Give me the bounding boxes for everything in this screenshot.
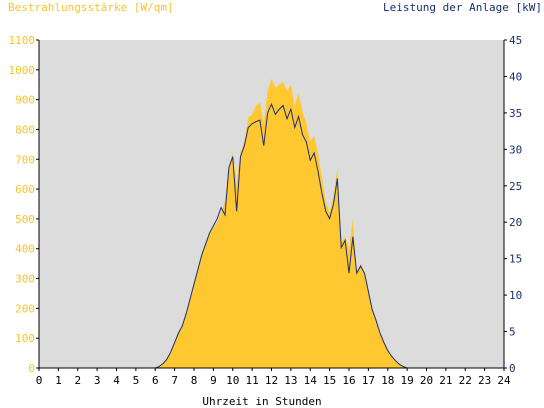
x-tick-label: 7: [171, 374, 178, 387]
power-line: [39, 102, 504, 369]
x-tick-label: 23: [478, 374, 491, 387]
x-tick-label: 8: [191, 374, 198, 387]
x-tick-label: 22: [459, 374, 472, 387]
x-tick-label: 2: [74, 374, 81, 387]
x-axis-label: Uhrzeit in Stunden: [202, 395, 321, 408]
left-tick-label: 700: [15, 153, 35, 166]
right-tick-label: 35: [509, 107, 522, 120]
irradiance-area: [39, 78, 504, 368]
x-tick-label: 17: [362, 374, 375, 387]
left-tick-label: 1000: [9, 64, 36, 77]
left-axis-title: Bestrahlungsstärke [W/qm]: [8, 1, 174, 14]
left-tick-label: 100: [15, 332, 35, 345]
x-tick-label: 6: [152, 374, 159, 387]
x-tick-label: 14: [304, 374, 318, 387]
x-tick-label: 24: [497, 374, 511, 387]
right-tick-label: 10: [509, 289, 522, 302]
left-tick-label: 1100: [9, 34, 36, 47]
right-tick-label: 15: [509, 253, 522, 266]
left-tick-label: 800: [15, 123, 35, 136]
left-tick-label: 400: [15, 243, 35, 256]
x-tick-label: 15: [323, 374, 336, 387]
left-tick-label: 500: [15, 213, 35, 226]
x-tick-label: 10: [226, 374, 239, 387]
right-tick-label: 30: [509, 143, 522, 156]
right-tick-label: 5: [509, 326, 516, 339]
right-tick-label: 25: [509, 180, 522, 193]
x-tick-label: 0: [36, 374, 43, 387]
right-tick-label: 45: [509, 34, 522, 47]
left-tick-label: 0: [28, 362, 35, 375]
right-tick-label: 40: [509, 70, 522, 83]
left-tick-label: 600: [15, 183, 35, 196]
x-tick-label: 18: [381, 374, 394, 387]
x-tick-label: 12: [265, 374, 278, 387]
left-tick-label: 200: [15, 302, 35, 315]
x-tick-label: 21: [439, 374, 452, 387]
left-tick-label: 300: [15, 273, 35, 286]
x-tick-label: 16: [342, 374, 355, 387]
x-tick-label: 3: [94, 374, 101, 387]
x-tick-label: 9: [210, 374, 217, 387]
x-tick-label: 5: [133, 374, 140, 387]
x-tick-label: 1: [55, 374, 62, 387]
x-tick-label: 19: [401, 374, 414, 387]
x-tick-label: 11: [246, 374, 259, 387]
left-tick-label: 900: [15, 94, 35, 107]
x-tick-label: 4: [113, 374, 120, 387]
right-tick-label: 0: [509, 362, 516, 375]
right-tick-label: 20: [509, 216, 522, 229]
x-tick-label: 20: [420, 374, 433, 387]
right-axis-title: Leistung der Anlage [kW]: [383, 1, 542, 14]
x-tick-label: 13: [284, 374, 297, 387]
